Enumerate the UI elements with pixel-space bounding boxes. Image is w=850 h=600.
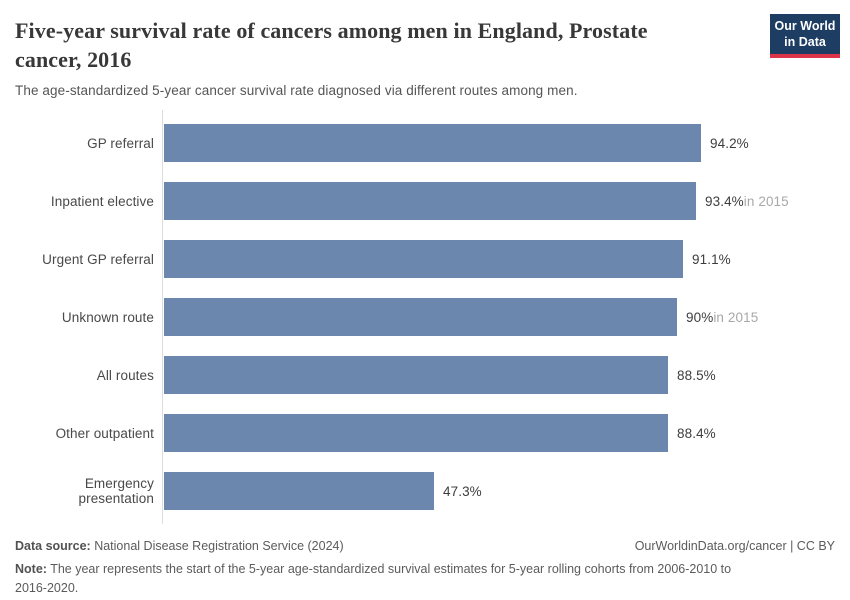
owid-logo[interactable]: Our World in Data: [770, 14, 840, 59]
category-label: Unknown route: [61, 309, 154, 325]
bar[interactable]: [164, 298, 677, 337]
data-source-label: Data source:: [15, 539, 91, 554]
value-label: 94.2%: [710, 135, 749, 151]
credit-link[interactable]: OurWorldinData.org/cancer | CC BY: [634, 539, 835, 554]
value-year-suffix: in 2015: [743, 193, 789, 209]
page-title: Five-year survival rate of cancers among…: [15, 18, 648, 73]
category-label: Urgent GP referral: [42, 251, 154, 267]
value-label: 47.3%: [443, 483, 482, 499]
category-label: Other outpatient: [55, 425, 154, 441]
value-label: 88.4%: [677, 425, 716, 441]
category-label: GP referral: [87, 135, 154, 151]
chart-note: Note: The year represents the start of t…: [15, 560, 765, 598]
note-label: Note:: [15, 562, 47, 577]
chart-footer: Data source: National Disease Registrati…: [15, 539, 835, 598]
owid-logo-line1: Our World: [774, 19, 836, 33]
bar-track: 93.4%in 2015: [164, 182, 789, 221]
data-source: Data source: National Disease Registrati…: [15, 539, 344, 553]
bar-track: 88.4%: [164, 414, 749, 453]
bar-chart: GP referral 94.2% Inpatient elective 93.4%i…: [15, 110, 835, 525]
chart-rows: GP referral 94.2% Inpatient elective 93.4%i…: [15, 114, 835, 520]
bar[interactable]: [164, 124, 701, 163]
bar[interactable]: [164, 182, 696, 221]
value-label: 91.1%: [692, 251, 731, 267]
bar-track: 90%in 2015: [164, 298, 758, 337]
data-source-text: National Disease Registration Service (2…: [90, 539, 344, 554]
bar[interactable]: [164, 472, 434, 511]
bar-track: 94.2%: [164, 124, 749, 163]
note-text: The year represents the start of the 5-y…: [15, 562, 732, 595]
value-label: 93.4%in 2015: [705, 193, 789, 209]
y-axis-line: [162, 110, 163, 525]
category-label: Inpatient elective: [50, 193, 154, 209]
bar-track: 47.3%: [164, 472, 749, 511]
bar[interactable]: [164, 414, 668, 453]
chart-row: Other outpatient 88.4%: [15, 404, 835, 462]
value-year-suffix: in 2015: [713, 309, 759, 325]
chart-row: Unknown route 90%in 2015: [15, 288, 835, 346]
category-label: Emergency presentation: [78, 476, 154, 507]
bar-track: 91.1%: [164, 240, 749, 279]
value-label: 88.5%: [677, 367, 716, 383]
bar[interactable]: [164, 240, 683, 279]
chart-row: GP referral 94.2%: [15, 114, 835, 172]
chart-row: Emergency presentation 47.3%: [15, 462, 835, 520]
chart-row: Urgent GP referral 91.1%: [15, 230, 835, 288]
category-label: All routes: [96, 367, 154, 383]
chart-row: Inpatient elective 93.4%in 2015: [15, 172, 835, 230]
owid-logo-line2: in Data: [784, 34, 826, 49]
page-subtitle: The age-standardized 5-year cancer survi…: [15, 83, 578, 99]
value-label: 90%in 2015: [686, 309, 759, 325]
chart-row: All routes 88.5%: [15, 346, 835, 404]
bar[interactable]: [164, 356, 668, 395]
bar-track: 88.5%: [164, 356, 749, 395]
